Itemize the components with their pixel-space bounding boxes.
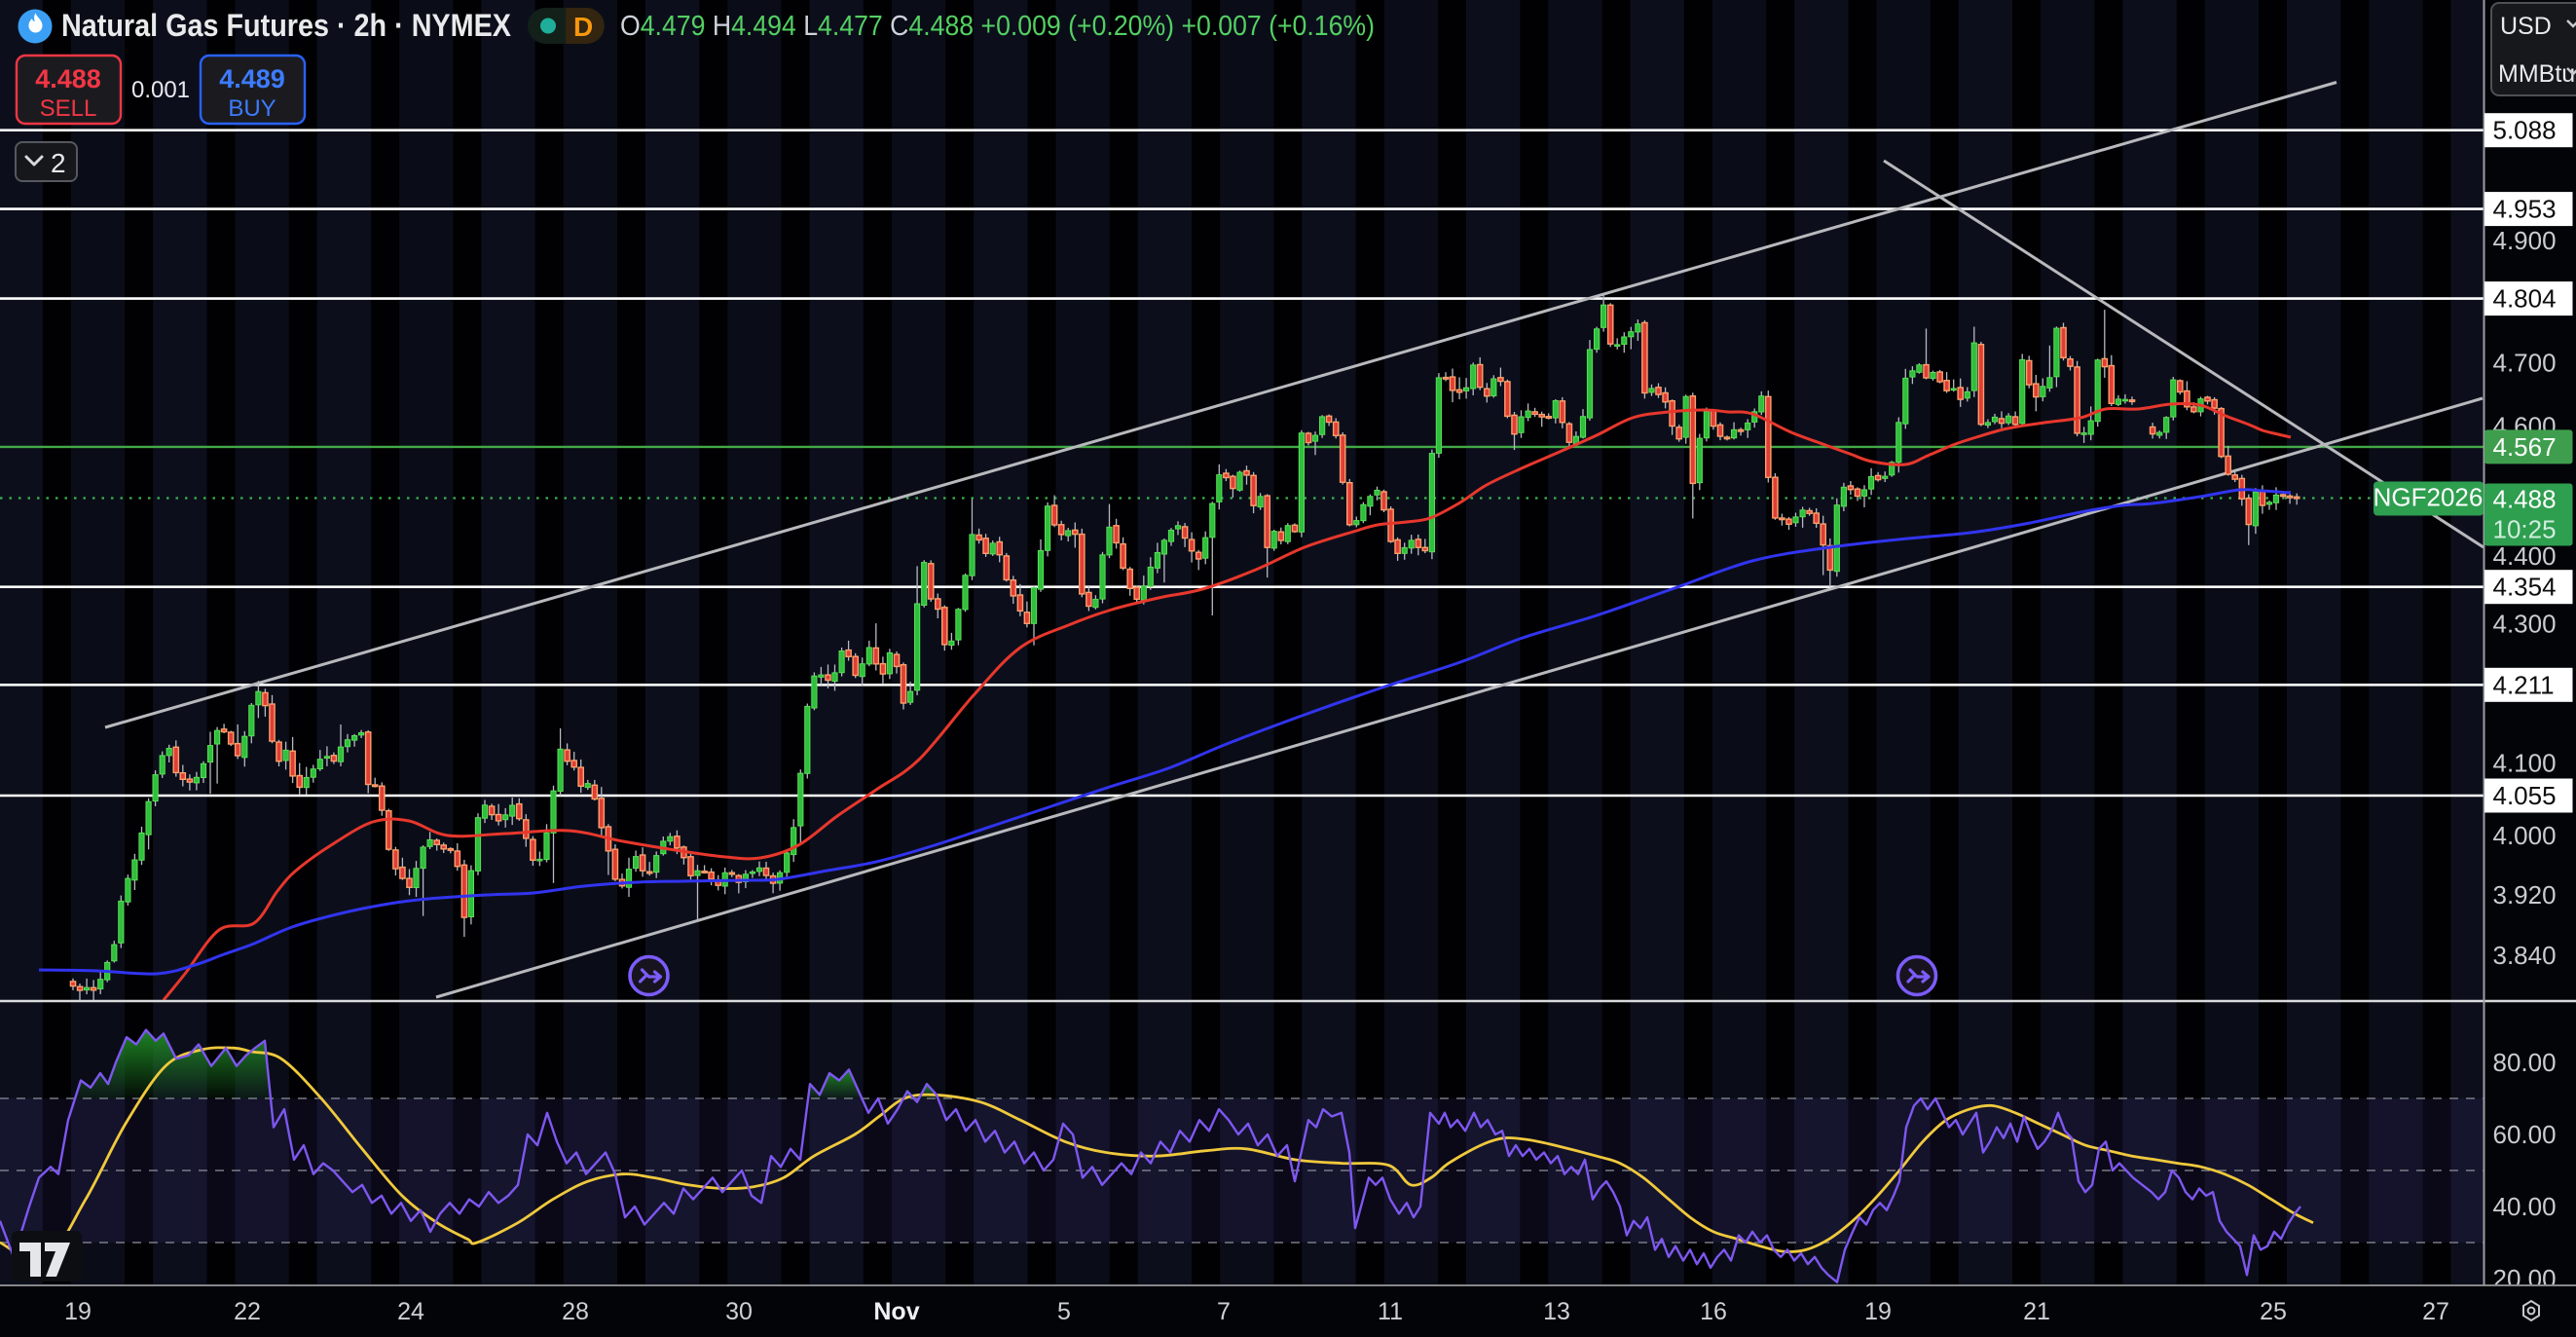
- svg-text:80.00: 80.00: [2493, 1048, 2557, 1077]
- svg-text:13: 13: [1543, 1298, 1570, 1325]
- svg-text:7: 7: [1217, 1298, 1231, 1325]
- svg-text:MMBtu: MMBtu: [2498, 60, 2575, 88]
- svg-text:60.00: 60.00: [2493, 1120, 2557, 1149]
- svg-text:4.567: 4.567: [2493, 432, 2557, 462]
- svg-text:4.953: 4.953: [2493, 195, 2557, 224]
- svg-text:5: 5: [1057, 1298, 1071, 1325]
- svg-text:D: D: [573, 12, 593, 42]
- svg-text:19: 19: [1864, 1298, 1892, 1325]
- svg-text:20.00: 20.00: [2493, 1264, 2557, 1293]
- svg-text:3.840: 3.840: [2493, 941, 2557, 970]
- svg-text:5.088: 5.088: [2493, 116, 2557, 145]
- svg-text:4.000: 4.000: [2493, 821, 2557, 850]
- svg-text:Nov: Nov: [873, 1298, 919, 1325]
- svg-text:Natural Gas Futures · 2h · NYM: Natural Gas Futures · 2h · NYMEX: [61, 8, 512, 43]
- svg-text:O4.479 H4.494 L4.477 C4.488 +0: O4.479 H4.494 L4.477 C4.488 +0.009 (+0.2…: [620, 11, 1375, 42]
- svg-text:4.055: 4.055: [2493, 781, 2557, 810]
- svg-text:4.354: 4.354: [2493, 573, 2557, 602]
- svg-text:4.700: 4.700: [2493, 349, 2557, 378]
- svg-text:USD: USD: [2500, 13, 2552, 40]
- svg-text:4.400: 4.400: [2493, 541, 2557, 571]
- svg-text:0.001: 0.001: [131, 77, 190, 103]
- svg-text:19: 19: [64, 1298, 92, 1325]
- svg-text:3.920: 3.920: [2493, 880, 2557, 910]
- svg-text:27: 27: [2422, 1298, 2449, 1325]
- svg-text:10:25: 10:25: [2493, 515, 2557, 544]
- svg-text:4.804: 4.804: [2493, 284, 2557, 314]
- svg-text:40.00: 40.00: [2493, 1192, 2557, 1221]
- svg-text:4.488: 4.488: [2493, 485, 2557, 514]
- svg-text:30: 30: [725, 1298, 753, 1325]
- svg-text:21: 21: [2023, 1298, 2050, 1325]
- svg-text:22: 22: [234, 1298, 261, 1325]
- svg-text:25: 25: [2260, 1298, 2287, 1325]
- svg-text:2: 2: [51, 148, 66, 178]
- svg-text:4.100: 4.100: [2493, 749, 2557, 778]
- svg-text:4.300: 4.300: [2493, 609, 2557, 638]
- svg-text:4.488: 4.488: [35, 64, 101, 93]
- svg-text:4.900: 4.900: [2493, 226, 2557, 255]
- svg-text:16: 16: [1700, 1298, 1727, 1325]
- svg-text:4.489: 4.489: [219, 64, 285, 93]
- svg-text:11: 11: [1378, 1298, 1403, 1325]
- svg-text:28: 28: [562, 1298, 589, 1325]
- svg-text:24: 24: [397, 1298, 424, 1325]
- svg-text:SELL: SELL: [40, 95, 97, 122]
- svg-text:BUY: BUY: [228, 95, 276, 122]
- svg-text:4.211: 4.211: [2493, 670, 2555, 699]
- svg-text:NGF2026: NGF2026: [2374, 483, 2484, 512]
